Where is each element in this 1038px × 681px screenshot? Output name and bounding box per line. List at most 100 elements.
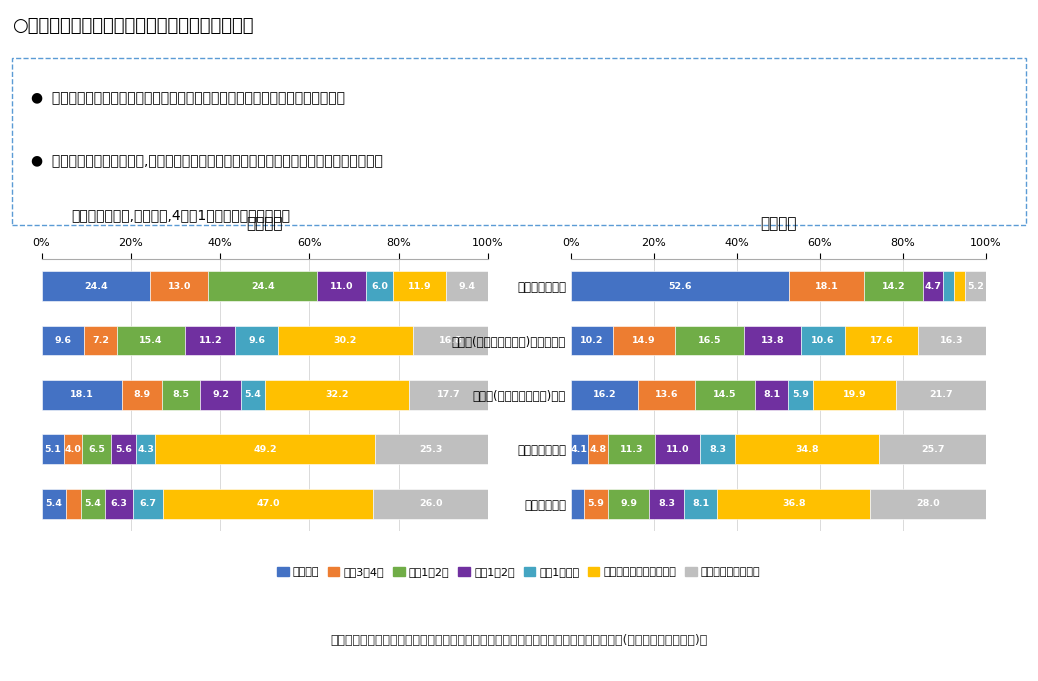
Bar <box>655 434 701 464</box>
Text: 36.8: 36.8 <box>782 499 805 509</box>
Text: 28.0: 28.0 <box>917 499 940 509</box>
Text: 8.3: 8.3 <box>709 445 727 454</box>
Text: 32.2: 32.2 <box>325 390 349 400</box>
Bar <box>801 326 845 355</box>
Text: 13.0: 13.0 <box>168 281 191 291</box>
Text: 16.5: 16.5 <box>698 336 721 345</box>
Text: 4.1: 4.1 <box>571 445 588 454</box>
Text: 18.1: 18.1 <box>70 390 93 400</box>
Text: 24.4: 24.4 <box>251 281 275 291</box>
Bar <box>65 489 81 519</box>
Text: 14.5: 14.5 <box>713 390 737 400</box>
Text: 8.3: 8.3 <box>658 499 675 509</box>
Bar <box>278 326 413 355</box>
Bar <box>943 271 954 301</box>
Text: 34.8: 34.8 <box>795 445 819 454</box>
Bar <box>588 434 608 464</box>
Text: 9.9: 9.9 <box>621 499 637 509</box>
Bar <box>638 380 694 410</box>
FancyBboxPatch shape <box>12 58 1026 225</box>
Bar <box>717 489 870 519</box>
Text: 8.1: 8.1 <box>763 390 781 400</box>
Title: ＜女性＞: ＜女性＞ <box>246 217 283 232</box>
Text: 25.7: 25.7 <box>921 445 945 454</box>
Text: 4.7: 4.7 <box>925 281 941 291</box>
Text: 5.2: 5.2 <box>966 281 984 291</box>
Text: 8.1: 8.1 <box>692 499 709 509</box>
Text: 4.0: 4.0 <box>64 445 82 454</box>
Text: 13.8: 13.8 <box>761 336 784 345</box>
Bar <box>366 271 393 301</box>
Bar <box>241 380 265 410</box>
Text: 30.2: 30.2 <box>334 336 357 345</box>
Text: 4.3: 4.3 <box>137 445 155 454</box>
Text: 6.7: 6.7 <box>139 499 157 509</box>
Bar <box>42 271 151 301</box>
Bar <box>954 271 964 301</box>
Bar <box>755 380 789 410</box>
Bar <box>583 489 608 519</box>
Bar <box>105 489 133 519</box>
Bar <box>318 271 366 301</box>
Text: 7.2: 7.2 <box>92 336 109 345</box>
Bar <box>608 434 655 464</box>
Text: 16.8: 16.8 <box>438 336 462 345</box>
Bar <box>136 434 156 464</box>
Bar <box>265 380 409 410</box>
Text: 6.0: 6.0 <box>372 281 388 291</box>
Text: 13.6: 13.6 <box>655 390 678 400</box>
Text: 9.6: 9.6 <box>248 336 265 345</box>
Text: 11.0: 11.0 <box>330 281 354 291</box>
Text: 9.4: 9.4 <box>459 281 475 291</box>
Bar <box>675 326 743 355</box>
Text: 備考）　インターネットモニター調査「育児と介護のダブルケアに関するアンケート」(平成２８年２月実施)。: 備考） インターネットモニター調査「育児と介護のダブルケアに関するアンケート」(… <box>330 633 708 647</box>
Text: 5.6: 5.6 <box>115 445 132 454</box>
Bar <box>162 380 200 410</box>
Bar <box>446 271 488 301</box>
Bar <box>409 380 488 410</box>
Bar <box>870 489 986 519</box>
Bar <box>743 326 801 355</box>
Bar <box>701 434 735 464</box>
Bar <box>845 326 918 355</box>
Text: 21.7: 21.7 <box>929 390 953 400</box>
Bar <box>375 434 488 464</box>
Text: 11.2: 11.2 <box>198 336 222 345</box>
Text: 14.9: 14.9 <box>632 336 656 345</box>
Bar <box>613 326 675 355</box>
Bar <box>42 326 84 355</box>
Text: 11.9: 11.9 <box>408 281 432 291</box>
Bar <box>373 489 489 519</box>
Bar <box>608 489 650 519</box>
Text: 5.4: 5.4 <box>84 499 102 509</box>
Text: 5.4: 5.4 <box>45 499 62 509</box>
Bar <box>918 326 986 355</box>
Text: 49.2: 49.2 <box>253 445 277 454</box>
Text: 5.1: 5.1 <box>45 445 61 454</box>
Bar <box>650 489 684 519</box>
Bar <box>964 271 986 301</box>
Bar <box>865 271 924 301</box>
Bar <box>571 326 613 355</box>
Text: 4.8: 4.8 <box>590 445 606 454</box>
Legend: ほぼ毎日, 週に3～4日, 週に1～2日, 月に1～2日, 月に1日未満, 全く手伝ってもらえない, 該当する人がいない: ほぼ毎日, 週に3～4日, 週に1～2日, 月に1～2日, 月に1日未満, 全く… <box>273 563 765 582</box>
Bar <box>571 434 588 464</box>
Bar <box>571 380 638 410</box>
Bar <box>789 380 813 410</box>
Text: 11.3: 11.3 <box>620 445 644 454</box>
Text: 25.3: 25.3 <box>419 445 443 454</box>
Text: 10.6: 10.6 <box>811 336 835 345</box>
Bar <box>156 434 375 464</box>
Text: 8.5: 8.5 <box>172 390 190 400</box>
Text: 26.0: 26.0 <box>419 499 442 509</box>
Text: 47.0: 47.0 <box>256 499 279 509</box>
Bar <box>209 271 318 301</box>
Bar <box>42 434 64 464</box>
Text: 6.5: 6.5 <box>88 445 105 454</box>
Text: ているのに対し,女性では,4人に1人にとどまっている。: ているのに対し,女性では,4人に1人にとどまっている。 <box>72 208 291 222</box>
Text: 6.3: 6.3 <box>110 499 128 509</box>
Bar <box>116 326 185 355</box>
Bar <box>185 326 236 355</box>
Bar <box>735 434 879 464</box>
Text: 19.9: 19.9 <box>843 390 866 400</box>
